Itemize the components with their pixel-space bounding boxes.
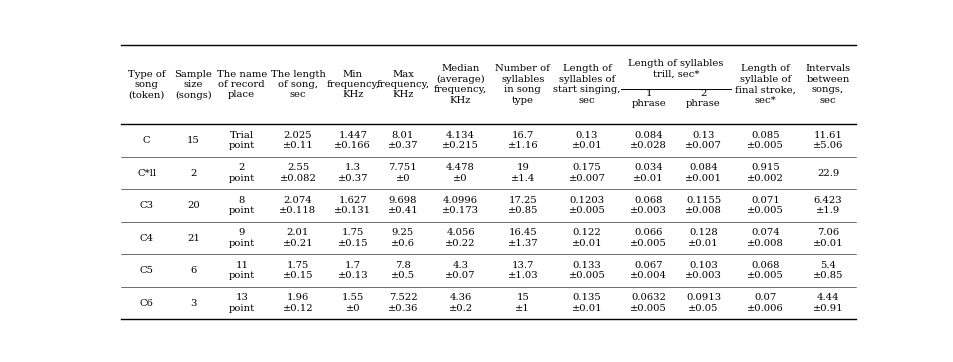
Text: 7.8
±0.5: 7.8 ±0.5 [391,261,415,280]
Text: 6.423
±1.9: 6.423 ±1.9 [813,196,841,215]
Text: 5.4
±0.85: 5.4 ±0.85 [812,261,842,280]
Text: 1.55
±0: 1.55 ±0 [341,294,364,313]
Text: 0.133
±0.005: 0.133 ±0.005 [568,261,605,280]
Text: Trial
point: Trial point [229,131,254,150]
Text: 0.1155
±0.008: 0.1155 ±0.008 [684,196,721,215]
Text: 3: 3 [190,299,196,308]
Text: 0.175
±0.007: 0.175 ±0.007 [568,163,605,183]
Text: Length of
syllables of
start singing,
sec: Length of syllables of start singing, se… [553,64,620,105]
Text: 1.627
±0.131: 1.627 ±0.131 [334,196,371,215]
Text: 15: 15 [187,136,200,145]
Text: 16.7
±1.16: 16.7 ±1.16 [507,131,537,150]
Text: 0.1203
±0.005: 0.1203 ±0.005 [568,196,605,215]
Text: 1.447
±0.166: 1.447 ±0.166 [335,131,371,150]
Text: 0.084
±0.001: 0.084 ±0.001 [684,163,721,183]
Text: The name
of record
place: The name of record place [216,70,267,100]
Text: 4.134
±0.215: 4.134 ±0.215 [441,131,478,150]
Text: 2: 2 [190,169,196,177]
Text: C4: C4 [139,233,153,243]
Text: 1.75
±0.15: 1.75 ±0.15 [282,261,313,280]
Text: 1.3
±0.37: 1.3 ±0.37 [337,163,368,183]
Text: 9.25
±0.6: 9.25 ±0.6 [391,228,415,248]
Text: 0.068
±0.003: 0.068 ±0.003 [630,196,666,215]
Text: 17.25
±0.85: 17.25 ±0.85 [507,196,537,215]
Text: 2
point: 2 point [229,163,254,183]
Text: 7.06
±0.01: 7.06 ±0.01 [812,228,842,248]
Text: Type of
song
(token): Type of song (token) [128,70,165,100]
Text: 8.01
±0.37: 8.01 ±0.37 [387,131,417,150]
Text: 4.056
±0.22: 4.056 ±0.22 [445,228,476,248]
Text: 0.122
±0.01: 0.122 ±0.01 [571,228,601,248]
Text: 0.068
±0.005: 0.068 ±0.005 [746,261,783,280]
Text: 13.7
±1.03: 13.7 ±1.03 [507,261,537,280]
Text: 0.071
±0.005: 0.071 ±0.005 [746,196,783,215]
Text: 2.01
±0.21: 2.01 ±0.21 [282,228,313,248]
Text: 0.034
±0.01: 0.034 ±0.01 [633,163,663,183]
Text: Intervals
between
songs,
sec: Intervals between songs, sec [804,64,850,105]
Text: C5: C5 [139,266,153,275]
Text: 1
phrase: 1 phrase [631,89,665,108]
Text: 4.478
±0: 4.478 ±0 [446,163,475,183]
Text: 1.96
±0.12: 1.96 ±0.12 [282,294,313,313]
Text: 0.084
±0.028: 0.084 ±0.028 [630,131,666,150]
Text: 0.13
±0.007: 0.13 ±0.007 [684,131,721,150]
Text: 4.44
±0.91: 4.44 ±0.91 [812,294,842,313]
Text: 2
phrase: 2 phrase [685,89,720,108]
Text: C: C [143,136,151,145]
Text: 2.55
±0.082: 2.55 ±0.082 [279,163,316,183]
Text: Min
frequency,
KHz: Min frequency, KHz [326,70,379,100]
Text: 0.135
±0.01: 0.135 ±0.01 [571,294,601,313]
Text: 19
±1.4: 19 ±1.4 [510,163,535,183]
Text: 21: 21 [187,233,200,243]
Text: 0.066
±0.005: 0.066 ±0.005 [630,228,666,248]
Text: 4.36
±0.2: 4.36 ±0.2 [448,294,472,313]
Text: 2.074
±0.118: 2.074 ±0.118 [279,196,316,215]
Text: 22.9: 22.9 [816,169,839,177]
Text: C3: C3 [139,201,153,210]
Text: 7.751
±0: 7.751 ±0 [388,163,416,183]
Text: 0.067
±0.004: 0.067 ±0.004 [630,261,666,280]
Text: 9
point: 9 point [229,228,254,248]
Text: 0.915
±0.002: 0.915 ±0.002 [746,163,783,183]
Text: 4.0996
±0.173: 4.0996 ±0.173 [441,196,478,215]
Text: 0.103
±0.003: 0.103 ±0.003 [684,261,721,280]
Text: 2.025
±0.11: 2.025 ±0.11 [282,131,313,150]
Text: The length
of song,
sec: The length of song, sec [271,70,325,100]
Text: C6: C6 [139,299,153,308]
Text: Number of
syllables
in song
type: Number of syllables in song type [495,64,550,105]
Text: 11
point: 11 point [229,261,254,280]
Text: Length of syllables
trill, sec*: Length of syllables trill, sec* [628,59,723,78]
Text: 13
point: 13 point [229,294,254,313]
Text: 7.522
±0.36: 7.522 ±0.36 [387,294,417,313]
Text: 9.698
±0.41: 9.698 ±0.41 [387,196,418,215]
Text: Sample
size
(songs): Sample size (songs) [174,70,213,100]
Text: 0.085
±0.005: 0.085 ±0.005 [746,131,783,150]
Text: 0.074
±0.008: 0.074 ±0.008 [746,228,783,248]
Text: 6: 6 [191,266,196,275]
Text: 0.0632
±0.005: 0.0632 ±0.005 [630,294,666,313]
Text: 0.0913
±0.05: 0.0913 ±0.05 [685,294,720,313]
Text: 15
±1: 15 ±1 [515,294,530,313]
Text: C*ll: C*ll [137,169,156,177]
Text: 11.61
±5.06: 11.61 ±5.06 [812,131,842,150]
Text: 16.45
±1.37: 16.45 ±1.37 [507,228,537,248]
Text: 0.13
±0.01: 0.13 ±0.01 [571,131,601,150]
Text: 0.128
±0.01: 0.128 ±0.01 [687,228,719,248]
Text: 1.7
±0.13: 1.7 ±0.13 [337,261,368,280]
Text: 20: 20 [187,201,199,210]
Text: 8
point: 8 point [229,196,254,215]
Text: Median
(average)
frequency,
KHz: Median (average) frequency, KHz [434,64,487,105]
Text: 4.3
±0.07: 4.3 ±0.07 [445,261,476,280]
Text: Max
frequency,
KHz: Max frequency, KHz [376,70,429,100]
Text: 1.75
±0.15: 1.75 ±0.15 [337,228,368,248]
Text: Length of
syllable of
final stroke,
sec*: Length of syllable of final stroke, sec* [734,64,795,105]
Text: 0.07
±0.006: 0.07 ±0.006 [746,294,782,313]
